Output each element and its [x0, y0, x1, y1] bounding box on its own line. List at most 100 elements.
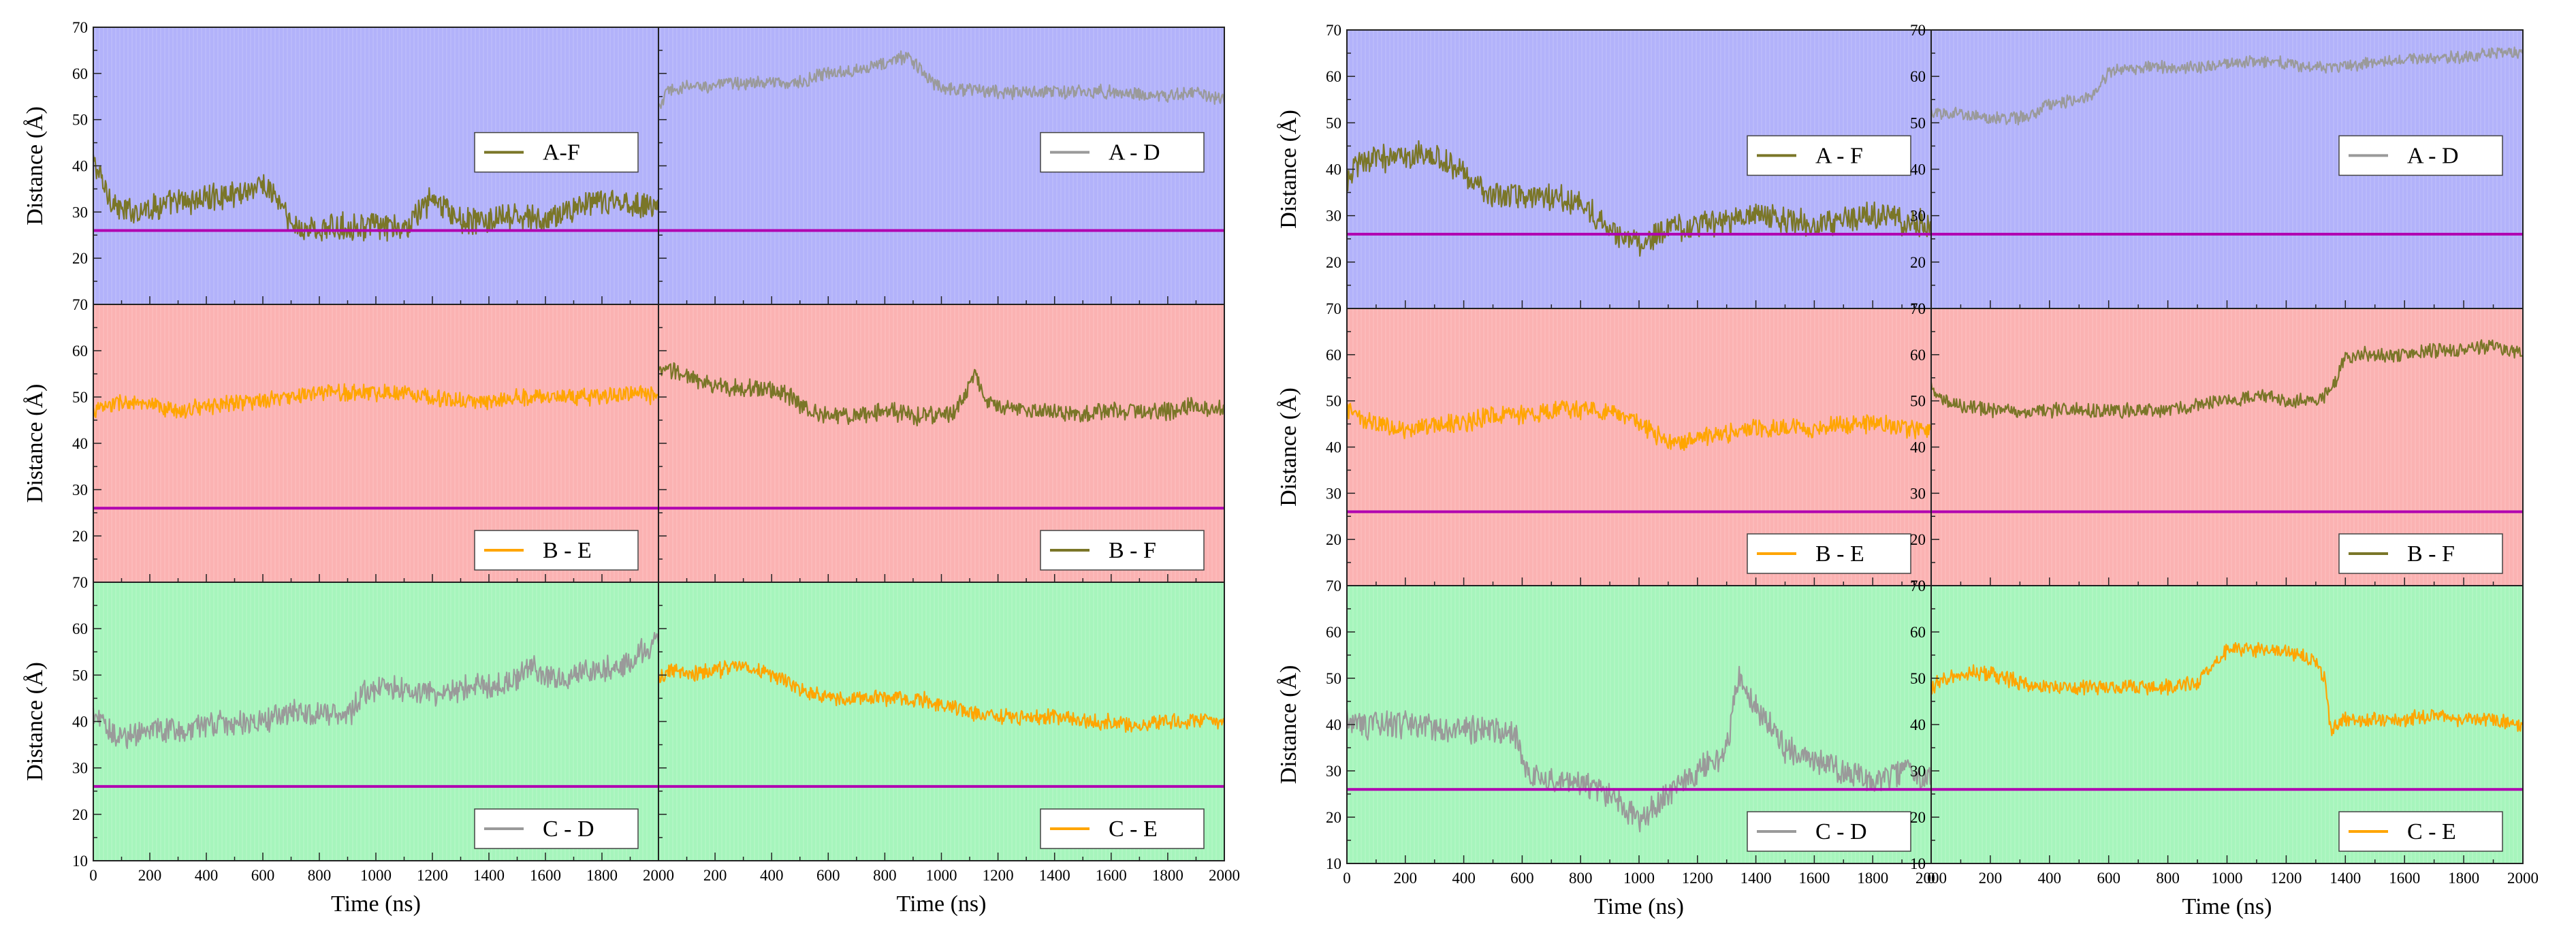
- legend-label: B - F: [1109, 538, 1156, 563]
- y-axis: [658, 304, 667, 583]
- y-tick-label: 50: [72, 667, 88, 684]
- x-axis-label: Time (ns): [1594, 894, 1684, 919]
- x-tick-label: 400: [195, 867, 219, 884]
- y-axis-label: Distance (Å): [22, 384, 48, 503]
- series-line: [1930, 339, 2524, 419]
- y-tick-label: 30: [1326, 485, 1341, 502]
- y-tick-label: 30: [1326, 763, 1341, 780]
- y-tick-label: 20: [1910, 809, 1926, 826]
- x-axis-label: Time (ns): [897, 891, 987, 917]
- x-tick-label: 1200: [2270, 870, 2302, 887]
- series-line: [92, 632, 660, 749]
- legend: B - E: [474, 530, 639, 571]
- y-tick-label: 60: [1326, 624, 1341, 641]
- x-tick-label: 800: [1569, 870, 1593, 887]
- panel-right-r2c1: C - E 10 20 30 40 50 60 70 0 200 400 600 800 1000 1200…: [1910, 577, 2539, 919]
- panel-left-r1c1: B - F: [658, 304, 1226, 583]
- y-axis-label: Distance (Å): [22, 662, 48, 781]
- y-tick-label: 20: [72, 528, 88, 545]
- x-tick-label: 400: [2038, 870, 2062, 887]
- x-tick-label: 1400: [1740, 870, 1772, 887]
- y-axis-label: Distance (Å): [22, 106, 48, 225]
- legend-label: A - D: [2407, 143, 2459, 168]
- y-axis: 20 30 40 50 60 70: [1326, 300, 1355, 586]
- legend-label: C - E: [2407, 819, 2456, 844]
- y-tick-label: 20: [1910, 254, 1926, 271]
- x-tick-label: 2000: [1915, 870, 1947, 887]
- legend: B - F: [1040, 530, 1205, 571]
- x-tick-label: 0: [1927, 870, 1935, 887]
- panel-right-r1c0: B - E 20 30 40 50 60 70 Distance (Å): [1276, 300, 1932, 586]
- y-axis: 10 20 30 40 50 60 70: [72, 574, 101, 870]
- x-tick-label: 200: [703, 867, 727, 884]
- legend: C - D: [1747, 811, 1911, 852]
- y-tick-label: 20: [72, 250, 88, 267]
- legend: B - E: [1747, 533, 1911, 574]
- series-line: [657, 50, 1226, 109]
- series-line: [1346, 400, 1932, 451]
- y-tick-label: 40: [1326, 161, 1341, 178]
- x-tick-label: 200: [1394, 870, 1418, 887]
- x-tick-label: 200: [1979, 870, 2003, 887]
- y-tick-label: 30: [1910, 763, 1926, 780]
- x-tick-label: 1000: [926, 867, 957, 884]
- x-tick-label: 600: [816, 867, 840, 884]
- series-line: [1930, 46, 2524, 126]
- x-tick-label: 2000: [2507, 870, 2539, 887]
- panel-right-r0c0: A - F 20 30 40 50 60 70 Distance (Å): [1276, 22, 1932, 309]
- legend: A - D: [2338, 135, 2503, 176]
- y-tick-label: 60: [1910, 68, 1926, 85]
- x-tick-label: 1400: [473, 867, 505, 884]
- y-axis: 10 20 30 40 50 60 70: [1326, 577, 1355, 872]
- series-line: [92, 155, 660, 242]
- legend: B - F: [2338, 533, 2503, 574]
- x-tick-label: 1800: [2448, 870, 2479, 887]
- y-axis-label: Distance (Å): [1276, 387, 1301, 507]
- y-tick-label: 50: [1326, 114, 1341, 131]
- x-tick-label: 800: [2156, 870, 2180, 887]
- x-tick-label: 0: [1343, 870, 1351, 887]
- x-tick-label: 400: [760, 867, 784, 884]
- legend-label: B - F: [2407, 541, 2455, 567]
- legend-label: C - E: [1109, 816, 1158, 842]
- panel-right-r1c1: B - F10203040506070: [1910, 300, 2524, 594]
- y-tick-label: 50: [72, 112, 88, 129]
- x-tick-label: 1400: [2329, 870, 2361, 887]
- y-tick-label: 20: [1326, 531, 1341, 548]
- y-tick-label: 40: [72, 714, 88, 731]
- series-line: [1930, 641, 2524, 737]
- y-axis-label: Distance (Å): [1276, 665, 1301, 784]
- x-tick-label: 1600: [2389, 870, 2420, 887]
- y-tick-label: 70: [1910, 300, 1926, 317]
- y-tick-label: 30: [72, 204, 88, 221]
- y-tick-label: 50: [1910, 393, 1926, 410]
- y-axis: 20 30 40 50 60 70: [72, 296, 101, 583]
- y-axis: 20 30 40 50 60 70: [72, 19, 101, 305]
- legend-label: B - E: [1815, 541, 1864, 567]
- y-tick-label: 70: [72, 19, 88, 36]
- x-tick-label: 2000: [643, 867, 674, 884]
- y-tick-label: 60: [72, 65, 88, 82]
- series-line: [657, 660, 1226, 733]
- y-tick-label: 50: [1910, 114, 1926, 131]
- x-axis: 0 200 400 600 800 1000 1200 1400 1600 1800 2000: [1343, 855, 1947, 887]
- x-tick-label: 1000: [360, 867, 392, 884]
- legend-label: C - D: [543, 816, 594, 842]
- y-tick-label: 30: [1910, 485, 1926, 502]
- y-tick-label: 20: [1910, 531, 1926, 548]
- y-tick-label: 10: [1326, 855, 1341, 872]
- x-tick-label: 1200: [983, 867, 1014, 884]
- x-tick-label: 1400: [1039, 867, 1070, 884]
- x-tick-label: 800: [873, 867, 897, 884]
- y-axis-label: Distance (Å): [1276, 110, 1301, 229]
- y-tick-label: 70: [72, 574, 88, 591]
- legend: A - F: [1747, 135, 1911, 176]
- y-tick-label: 30: [1910, 208, 1926, 225]
- x-tick-label: 1000: [1623, 870, 1655, 887]
- x-axis: 0 200 400 600 800 1000 1200 1400 1600 1800 2000: [89, 853, 674, 884]
- panel-left-r0c0: A-F 20 30 40 50 60 70 Distance (Å): [22, 19, 660, 305]
- x-tick-label: 800: [308, 867, 332, 884]
- y-tick-label: 60: [72, 620, 88, 637]
